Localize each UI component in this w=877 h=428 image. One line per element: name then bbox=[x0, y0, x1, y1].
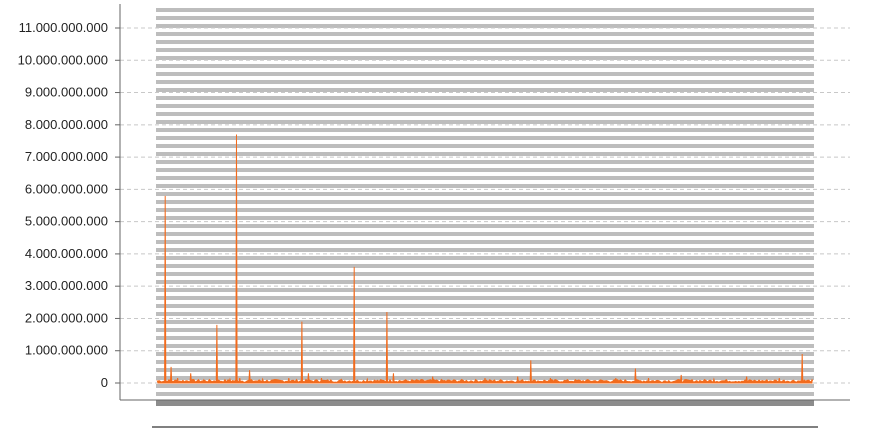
y-axis-tick-labels: 0 1.000.000.000 2.000.000.000 3.000.000.000… bbox=[18, 20, 120, 390]
y-tick-label: 10.000.000.000 bbox=[18, 52, 108, 67]
y-tick-label: 9.000.000.000 bbox=[25, 85, 108, 100]
y-tick-label: 2.000.000.000 bbox=[25, 310, 108, 325]
y-tick-label: 5.000.000.000 bbox=[25, 214, 108, 229]
series-area bbox=[156, 134, 814, 384]
y-tick-label: 0 bbox=[101, 375, 108, 390]
y-tick-label: 6.000.000.000 bbox=[25, 181, 108, 196]
plot-area-background bbox=[156, 4, 814, 402]
y-tick-label: 7.000.000.000 bbox=[25, 149, 108, 164]
y-tick-label: 8.000.000.000 bbox=[25, 117, 108, 132]
y-tick-label: 4.000.000.000 bbox=[25, 246, 108, 261]
y-tick-label: 1.000.000.000 bbox=[25, 343, 108, 358]
y-tick-label: 11.000.000.000 bbox=[19, 20, 108, 35]
gridlines bbox=[120, 27, 850, 384]
y-tick-label: 3.000.000.000 bbox=[25, 278, 108, 293]
plot-area-bottom-band bbox=[156, 400, 814, 406]
